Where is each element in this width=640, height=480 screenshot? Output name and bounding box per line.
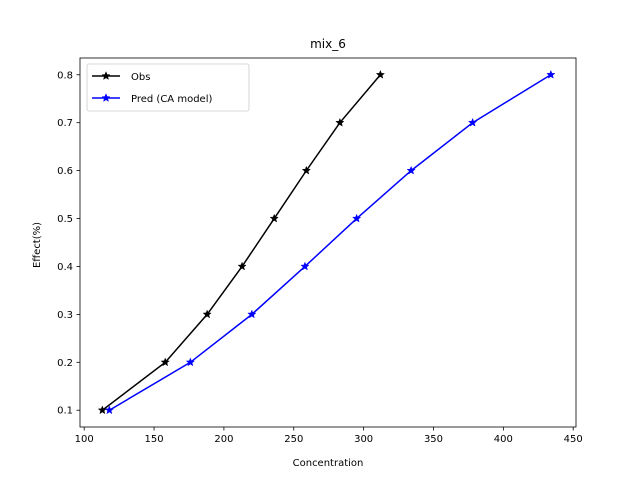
- legend-marker-0: [101, 71, 111, 80]
- x-axis-label: Concentration: [293, 458, 364, 469]
- series-1-point: [247, 309, 257, 319]
- y-tick-label: 0.2: [57, 358, 73, 369]
- series-line-1: [108, 74, 552, 411]
- axes: 100 150 200 250 300 350 400 450 0.1 0.2 0.3 0.4 0.5 0…: [57, 57, 583, 445]
- series-1-point: [185, 357, 196, 367]
- series-0-point: [269, 213, 279, 223]
- y-tick-label: 0.7: [57, 118, 73, 129]
- series-0-point: [237, 261, 247, 271]
- series-1-point: [546, 69, 556, 79]
- series-1-point: [104, 405, 115, 415]
- y-axis-label: Effect(%): [32, 222, 43, 268]
- legend-label-1: Pred (CA model): [131, 94, 212, 105]
- y-tick-label: 0.1: [57, 406, 73, 417]
- y-tick-label: 0.8: [57, 70, 73, 81]
- axes-frame: [79, 57, 577, 428]
- legend: Obs Pred (CA model): [86, 63, 250, 112]
- y-tick-label: 0.5: [57, 214, 73, 225]
- series-0-point: [160, 357, 170, 367]
- series-1-point: [300, 261, 310, 271]
- x-tick-label: 250: [284, 434, 303, 445]
- y-tick-label: 0.4: [57, 262, 73, 273]
- series-0-point: [301, 165, 312, 175]
- series-0-point: [335, 117, 345, 127]
- series-1-point: [351, 213, 362, 223]
- series-0-point: [375, 69, 386, 79]
- legend-box: [86, 63, 250, 112]
- x-tick-label: 350: [424, 434, 443, 445]
- x-tick-label: 450: [564, 434, 583, 445]
- series-line-0: [101, 74, 381, 411]
- x-tick-label: 300: [354, 434, 373, 445]
- x-tick-label: 100: [75, 434, 94, 445]
- x-tick-label: 150: [145, 434, 164, 445]
- x-tick-label: 400: [494, 434, 513, 445]
- plot-area: [97, 69, 556, 415]
- y-tick-label: 0.3: [57, 310, 73, 321]
- legend-label-0: Obs: [131, 72, 150, 83]
- series-1-point: [467, 117, 478, 127]
- series-1-point: [406, 165, 416, 175]
- chart-title: mix_6: [310, 37, 346, 51]
- legend-marker-1: [101, 93, 111, 102]
- x-tick-label: 200: [214, 434, 233, 445]
- y-tick-label: 0.6: [57, 166, 73, 177]
- series-0-point: [202, 309, 212, 319]
